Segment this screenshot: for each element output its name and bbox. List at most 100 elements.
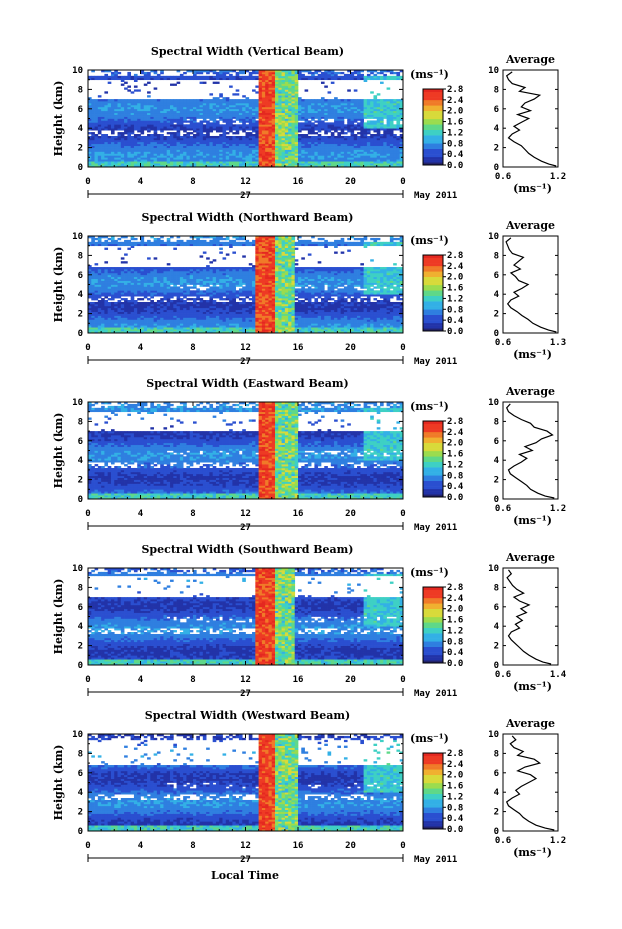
heatmap-cell bbox=[298, 153, 302, 156]
heatmap-cell bbox=[127, 139, 132, 143]
heatmap-cell bbox=[153, 101, 158, 104]
heatmap-cell bbox=[320, 155, 325, 158]
heatmap-cell bbox=[294, 106, 299, 110]
heatmap-cell bbox=[235, 71, 240, 75]
heatmap-cell bbox=[288, 126, 292, 129]
heatmap-cell bbox=[153, 147, 158, 150]
heatmap-cell bbox=[127, 165, 132, 168]
heatmap-cell bbox=[363, 151, 368, 154]
heatmap-cell bbox=[324, 114, 328, 117]
heatmap-cell bbox=[317, 163, 322, 166]
heatmap-cell bbox=[337, 122, 342, 125]
heatmap-cell bbox=[104, 300, 109, 303]
heatmap-cell bbox=[110, 139, 115, 143]
heatmap-cell bbox=[288, 124, 292, 127]
heatmap-cell bbox=[255, 75, 259, 79]
heatmap-cell bbox=[350, 99, 355, 102]
heatmap-cell bbox=[265, 163, 269, 166]
heatmap-cell bbox=[160, 290, 164, 293]
heatmap-cell bbox=[261, 95, 266, 98]
heatmap-cell bbox=[173, 163, 177, 166]
heatmap-cell bbox=[196, 104, 200, 108]
heatmap-cell bbox=[340, 120, 345, 123]
heatmap-cell bbox=[261, 102, 266, 106]
heatmap-cell bbox=[252, 112, 256, 115]
heatmap-cell bbox=[97, 102, 102, 106]
heatmap-cell bbox=[120, 116, 125, 119]
heatmap-cell bbox=[242, 149, 246, 152]
heatmap-cell bbox=[133, 85, 138, 88]
heatmap-cell bbox=[363, 153, 368, 156]
heatmap-cell bbox=[307, 157, 312, 160]
heatmap-cell bbox=[389, 106, 394, 110]
heatmap-cell bbox=[91, 284, 95, 287]
heatmap-cell bbox=[117, 321, 122, 324]
heatmap-cell bbox=[304, 135, 309, 139]
heatmap-cell bbox=[265, 153, 269, 156]
heatmap-cell bbox=[107, 135, 112, 139]
heatmap-cell bbox=[88, 296, 92, 299]
heatmap-cell bbox=[110, 321, 115, 324]
heatmap-cell bbox=[183, 151, 187, 154]
heatmap-cell bbox=[314, 75, 319, 79]
heatmap-cell bbox=[170, 286, 174, 289]
heatmap-cell bbox=[127, 331, 132, 334]
heatmap-cell bbox=[258, 128, 263, 131]
heatmap-cell bbox=[380, 126, 384, 129]
heatmap-cell bbox=[284, 112, 289, 115]
heatmap-cell bbox=[258, 93, 263, 96]
heatmap-cell bbox=[117, 165, 122, 168]
heatmap-cell bbox=[380, 165, 384, 168]
heatmap-cell bbox=[363, 101, 368, 104]
heatmap-cell bbox=[114, 120, 118, 123]
heatmap-cell bbox=[120, 268, 125, 272]
heatmap-cell bbox=[133, 321, 138, 324]
heatmap-cell bbox=[304, 75, 309, 79]
heatmap-cell bbox=[97, 300, 102, 303]
heatmap-cell bbox=[281, 122, 286, 125]
heatmap-cell bbox=[179, 124, 184, 127]
heatmap-cell bbox=[94, 315, 99, 318]
heatmap-cell bbox=[261, 89, 266, 92]
heatmap-cell bbox=[278, 118, 282, 121]
heatmap-cell bbox=[114, 319, 118, 322]
heatmap-cell bbox=[153, 87, 158, 90]
heatmap-cell bbox=[160, 143, 164, 147]
heatmap-cell bbox=[153, 325, 158, 328]
heatmap-cell bbox=[88, 137, 92, 141]
heatmap-cell bbox=[94, 307, 99, 311]
heatmap-cell bbox=[130, 112, 135, 115]
heatmap-cell bbox=[137, 114, 141, 117]
heatmap-cell bbox=[229, 155, 233, 158]
heatmap-cell bbox=[258, 97, 263, 100]
heatmap-cell bbox=[156, 73, 161, 77]
heatmap-cell bbox=[245, 114, 250, 117]
heatmap-cell bbox=[110, 128, 115, 131]
heatmap-cell bbox=[140, 329, 145, 332]
heatmap-cell bbox=[183, 300, 187, 303]
heatmap-cell bbox=[199, 99, 204, 102]
heatmap-cell bbox=[196, 137, 200, 141]
heatmap-cell bbox=[196, 75, 200, 79]
heatmap-cell bbox=[130, 290, 135, 293]
heatmap-cell bbox=[350, 124, 355, 127]
heatmap-cell bbox=[104, 321, 109, 324]
heatmap-cell bbox=[147, 81, 151, 84]
heatmap-cell bbox=[275, 139, 279, 143]
heatmap-cell bbox=[120, 108, 125, 112]
heatmap-cell bbox=[255, 104, 259, 108]
heatmap-cell bbox=[275, 79, 279, 82]
heatmap-cell bbox=[104, 104, 109, 108]
average-y-tick-label: 10 bbox=[488, 66, 499, 76]
heatmap-cell bbox=[320, 147, 325, 150]
heatmap-cell bbox=[209, 116, 214, 119]
heatmap-cell bbox=[104, 165, 109, 168]
heatmap-cell bbox=[357, 149, 361, 152]
heatmap-cell bbox=[199, 104, 204, 108]
heatmap-cell bbox=[153, 267, 158, 270]
heatmap-cell bbox=[101, 331, 105, 334]
heatmap-cell bbox=[294, 77, 299, 81]
heatmap-cell bbox=[189, 120, 194, 123]
heatmap-cell bbox=[235, 73, 240, 77]
heatmap-cell bbox=[110, 270, 115, 274]
